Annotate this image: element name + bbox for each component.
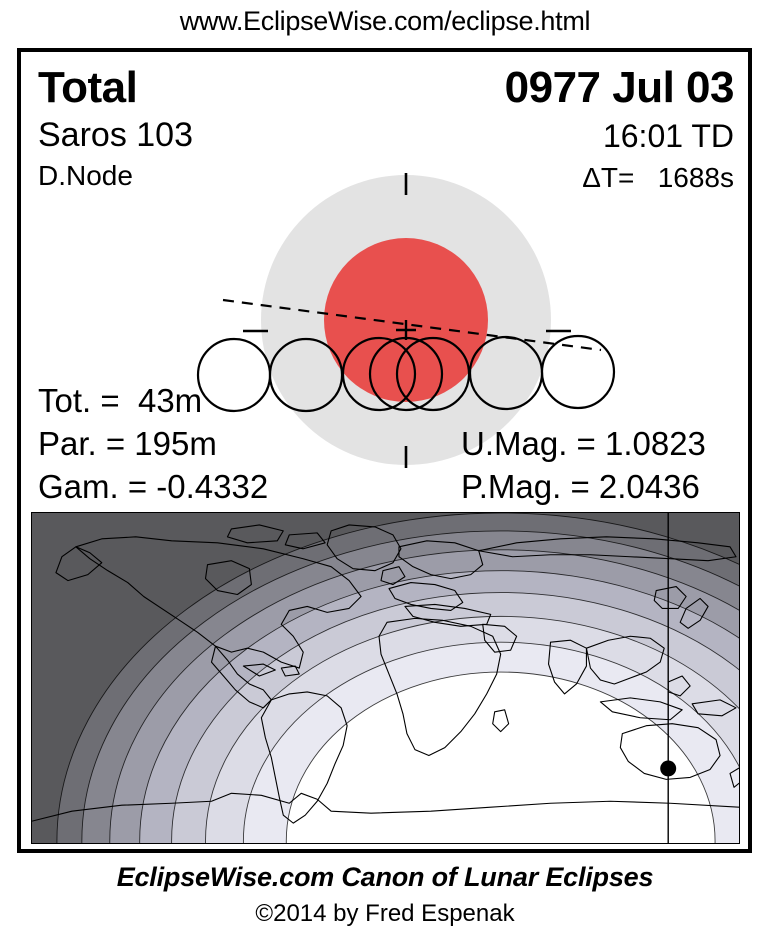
visibility-world-map — [31, 512, 740, 844]
coastline-africa — [378, 617, 502, 757]
coastline-scandinavia — [398, 540, 484, 580]
coastline-caribbean — [242, 663, 276, 677]
publication-title: EclipseWise.com Canon of Lunar Eclipses — [116, 862, 654, 892]
coastline-north-america — [75, 536, 362, 669]
coastline-australia — [619, 723, 721, 780]
map-coastlines — [32, 524, 739, 824]
penumbral-magnitude: P.Mag. = 2.0436 — [461, 468, 700, 505]
coastline-arctic-islands — [226, 524, 284, 544]
coastline-arabia — [482, 623, 518, 653]
partial-duration: Par. = 195m — [38, 425, 217, 462]
delta-t-value: ΔT= 1688s — [582, 162, 734, 193]
eclipse-type-title: Total — [38, 63, 138, 112]
gamma-value: Gam. = -0.4332 — [38, 468, 269, 505]
moon-position-greatest-eclipse — [368, 336, 444, 412]
coastline-southeast-asia — [585, 635, 665, 685]
source-url: www.EclipseWise.com/eclipse.html — [179, 6, 591, 36]
coastline-south-america — [260, 691, 348, 824]
map-visibility-bands — [57, 513, 739, 843]
eclipse-panel: Total 0977 Jul 03 Saros 103 16:01 TD D.N… — [17, 48, 752, 853]
coastline-india — [547, 639, 587, 695]
saros-series: Saros 103 — [38, 116, 193, 154]
greatest-eclipse-time: 16:01 TD — [602, 118, 734, 154]
coastline-greenland — [326, 524, 402, 572]
coastline-western-europe — [388, 582, 464, 611]
coastline-japan — [679, 597, 709, 629]
coastline-siberia — [478, 536, 737, 562]
eclipse-date: 0977 Jul 03 — [504, 63, 735, 112]
coastline-caribbean-2 — [280, 665, 300, 677]
sublunar-point-marker — [660, 760, 677, 777]
coastline-antarctica — [32, 792, 739, 822]
coastline-new-guinea — [691, 699, 737, 717]
band-8-full-visibility — [286, 672, 716, 843]
copyright-credit: ©2014 by Fred Espenak — [255, 900, 515, 927]
world-map-svg — [32, 513, 739, 843]
coastline-british-isles — [380, 566, 406, 586]
moon-path-dashed-line — [222, 298, 602, 352]
coastline-hudson-bay — [204, 560, 252, 596]
umbral-magnitude: U.Mag. = 1.0823 — [461, 425, 706, 462]
coastline-new-zealand — [729, 767, 739, 788]
node-type: D.Node — [38, 160, 133, 191]
coastline-madagascar — [492, 709, 510, 733]
coastline-korea — [653, 586, 687, 609]
map-band-contours — [56, 513, 739, 843]
totality-duration: Tot. = 43m — [38, 382, 203, 419]
shadow-geometry-diagram — [196, 173, 616, 468]
moon-position-3 — [341, 336, 417, 412]
coastline-arctic-islands-2 — [284, 532, 326, 550]
coastline-central-america — [210, 645, 272, 709]
moon-position-6 — [540, 334, 616, 410]
coastline-alaska — [55, 546, 103, 582]
moon-position-1 — [196, 337, 272, 413]
coastline-indonesia — [599, 697, 683, 721]
